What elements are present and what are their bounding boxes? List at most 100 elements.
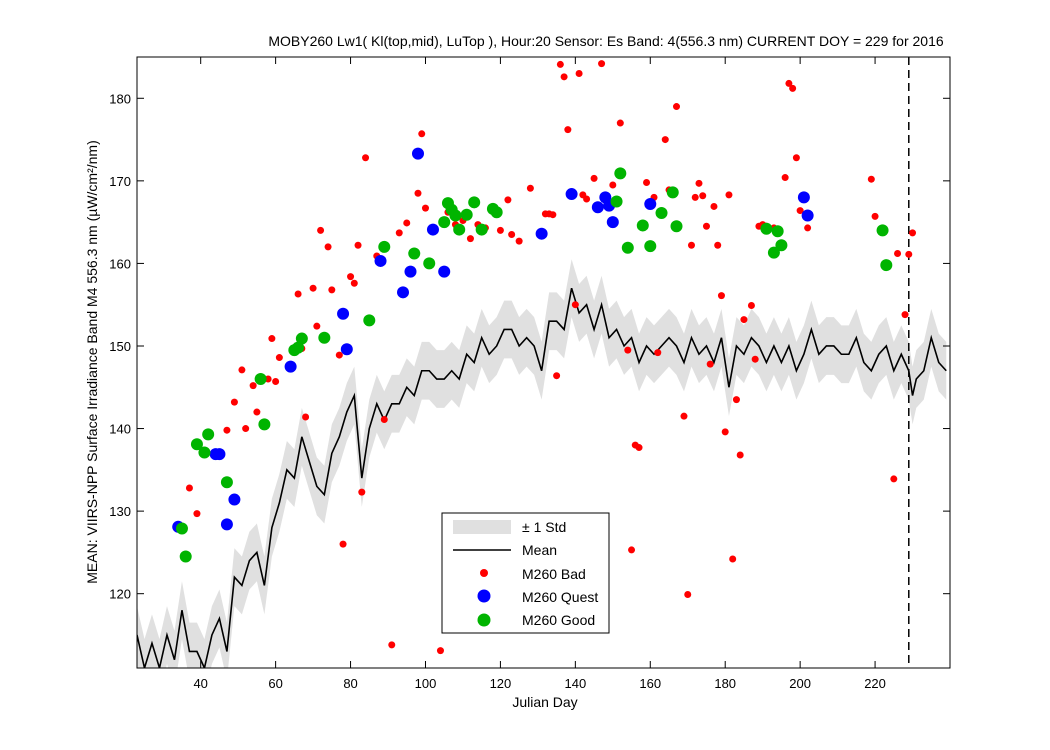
- bad-point: [635, 444, 643, 452]
- quest-point: [397, 286, 410, 299]
- bad-point: [871, 212, 879, 220]
- good-point: [490, 206, 503, 219]
- x-tick-label: 140: [564, 676, 586, 691]
- good-point: [254, 373, 267, 386]
- bad-point: [193, 510, 201, 518]
- good-point: [475, 223, 488, 236]
- bad-point: [699, 192, 707, 200]
- bad-point: [526, 184, 534, 192]
- bad-point: [796, 207, 804, 215]
- bad-point: [721, 428, 729, 436]
- bad-point: [249, 382, 257, 390]
- bad-point: [905, 250, 913, 258]
- y-tick-label: 160: [109, 256, 131, 271]
- good-point: [670, 220, 683, 233]
- good-point: [190, 438, 203, 451]
- bad-point: [564, 126, 572, 134]
- bad-point: [725, 191, 733, 199]
- x-tick-label: 180: [714, 676, 736, 691]
- good-point: [880, 259, 893, 272]
- bad-point: [515, 237, 523, 245]
- bad-point: [238, 366, 246, 374]
- bad-point: [781, 174, 789, 182]
- bad-point: [590, 174, 598, 182]
- quest-point: [797, 191, 810, 204]
- bad-point: [804, 224, 812, 232]
- bad-point: [553, 372, 561, 380]
- bad-point: [710, 202, 718, 210]
- bad-point: [388, 641, 396, 649]
- bad-point: [403, 219, 411, 227]
- bad-point: [732, 396, 740, 404]
- bad-point: [508, 231, 516, 239]
- bad-point: [504, 196, 512, 204]
- bad-point: [185, 484, 193, 492]
- bad-point: [253, 408, 261, 416]
- quest-point: [438, 265, 451, 278]
- bad-point: [328, 286, 336, 294]
- bad-point: [714, 241, 722, 249]
- bad-point: [575, 70, 583, 78]
- bad-point: [335, 351, 343, 359]
- legend-label-mean: Mean: [522, 542, 557, 558]
- good-point: [644, 240, 657, 253]
- x-tick-label: 160: [639, 676, 661, 691]
- good-point: [876, 224, 889, 237]
- y-tick-label: 170: [109, 174, 131, 189]
- plot-frame: [136, 56, 951, 669]
- bad-point: [687, 241, 695, 249]
- bad-point: [347, 273, 355, 281]
- quest-point: [644, 197, 657, 210]
- bad-point: [421, 204, 429, 212]
- good-point: [220, 476, 233, 489]
- bad-point: [909, 229, 917, 237]
- good-point: [258, 418, 271, 431]
- quest-point: [220, 518, 233, 531]
- good-point: [621, 241, 634, 254]
- legend-label-bad: M260 Bad: [522, 566, 586, 582]
- good-point: [378, 240, 391, 253]
- bad-point: [414, 189, 422, 197]
- bad-point: [358, 488, 366, 496]
- legend-label-std: ± 1 Std: [522, 519, 566, 535]
- good-point: [655, 207, 668, 220]
- bad-point: [354, 241, 362, 249]
- bad-point: [466, 235, 474, 243]
- legend-label-good: M260 Good: [522, 612, 595, 628]
- quest-point: [535, 227, 548, 240]
- bad-point: [747, 302, 755, 310]
- legend-marker-bad: [480, 569, 488, 577]
- data-points: [172, 60, 917, 655]
- good-point: [292, 341, 305, 354]
- good-point: [449, 209, 462, 222]
- bad-point: [661, 136, 669, 144]
- bad-point: [706, 360, 714, 368]
- bad-point: [628, 546, 636, 554]
- x-tick-label: 100: [415, 676, 437, 691]
- bad-point: [571, 301, 579, 309]
- bad-point: [230, 398, 238, 406]
- good-point: [179, 550, 192, 563]
- bad-point: [643, 179, 651, 187]
- good-point: [614, 167, 627, 180]
- bad-point: [673, 103, 681, 111]
- good-point: [610, 195, 623, 208]
- bad-point: [309, 284, 317, 292]
- x-tick-label: 220: [864, 676, 886, 691]
- good-point: [760, 222, 773, 235]
- quest-point: [426, 223, 439, 236]
- bad-point: [901, 311, 909, 319]
- bad-point: [350, 279, 358, 287]
- good-point: [318, 331, 331, 344]
- bad-point: [272, 377, 280, 385]
- bad-point: [609, 181, 617, 189]
- good-point: [423, 257, 436, 270]
- bad-point: [560, 73, 568, 81]
- mean-line: [137, 287, 947, 668]
- bad-point: [395, 229, 403, 237]
- good-point: [666, 186, 679, 199]
- bad-point: [785, 79, 793, 87]
- chart-title: MOBY260 Lw1( Kl(top,mid), LuTop ), Hour:…: [268, 33, 944, 49]
- y-tick-label: 120: [109, 587, 131, 602]
